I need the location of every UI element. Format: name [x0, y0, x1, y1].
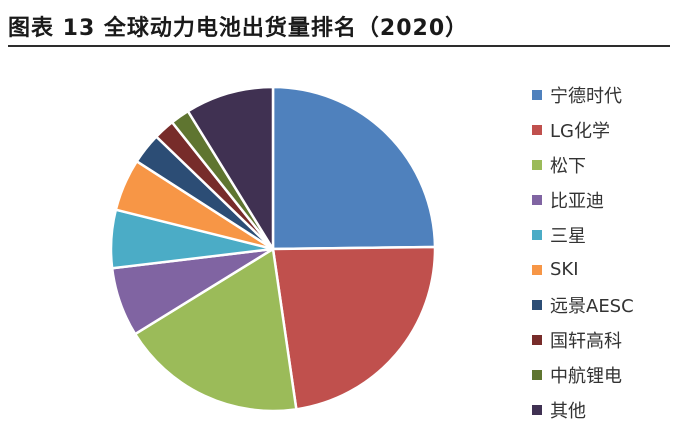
legend-label: 中航锂电 — [550, 365, 622, 387]
legend-swatch — [532, 369, 542, 380]
figure-title: 图表 13 全球动力电池出货量排名（2020） — [8, 16, 469, 41]
legend-label: 远景AESC — [550, 295, 634, 317]
legend-item: 比亚迪 — [532, 182, 634, 217]
legend-label: SKI — [550, 259, 579, 280]
chart-legend: 宁德时代 LG化学松下比亚迪三星 SKI 远景AESC 国轩高科中航锂电其他 — [532, 77, 634, 427]
legend-swatch — [532, 124, 542, 135]
legend-label: 三星 — [550, 225, 586, 247]
legend-label: 比亚迪 — [550, 190, 604, 212]
pie-slice-1 — [271, 85, 437, 251]
legend-item: 中航锂电 — [532, 357, 634, 392]
legend-swatch — [532, 194, 542, 205]
legend-swatch — [532, 299, 542, 310]
legend-item: 松下 — [532, 147, 634, 182]
pie-slice-3 — [133, 247, 298, 413]
legend-swatch — [532, 264, 542, 275]
legend-swatch — [532, 334, 542, 345]
legend-item: LG化学 — [532, 112, 634, 147]
legend-swatch — [532, 404, 542, 415]
title-divider — [8, 45, 670, 47]
legend-swatch — [532, 89, 542, 100]
legend-swatch — [532, 159, 542, 170]
legend-swatch — [532, 229, 542, 240]
pie-slice-2 — [271, 245, 437, 411]
legend-label: 其他 — [550, 400, 586, 422]
legend-item: 远景AESC — [532, 287, 634, 322]
pie-slice-10 — [186, 85, 275, 251]
legend-item: 其他 — [532, 392, 634, 427]
legend-item: 宁德时代 — [532, 77, 634, 112]
legend-label: 松下 — [550, 155, 586, 177]
legend-label: 国轩高科 — [550, 330, 622, 352]
legend-item: SKI — [532, 252, 634, 287]
legend-item: 三星 — [532, 217, 634, 252]
legend-label: LG化学 — [550, 120, 610, 142]
legend-label: 宁德时代 — [550, 85, 622, 107]
legend-item: 国轩高科 — [532, 322, 634, 357]
